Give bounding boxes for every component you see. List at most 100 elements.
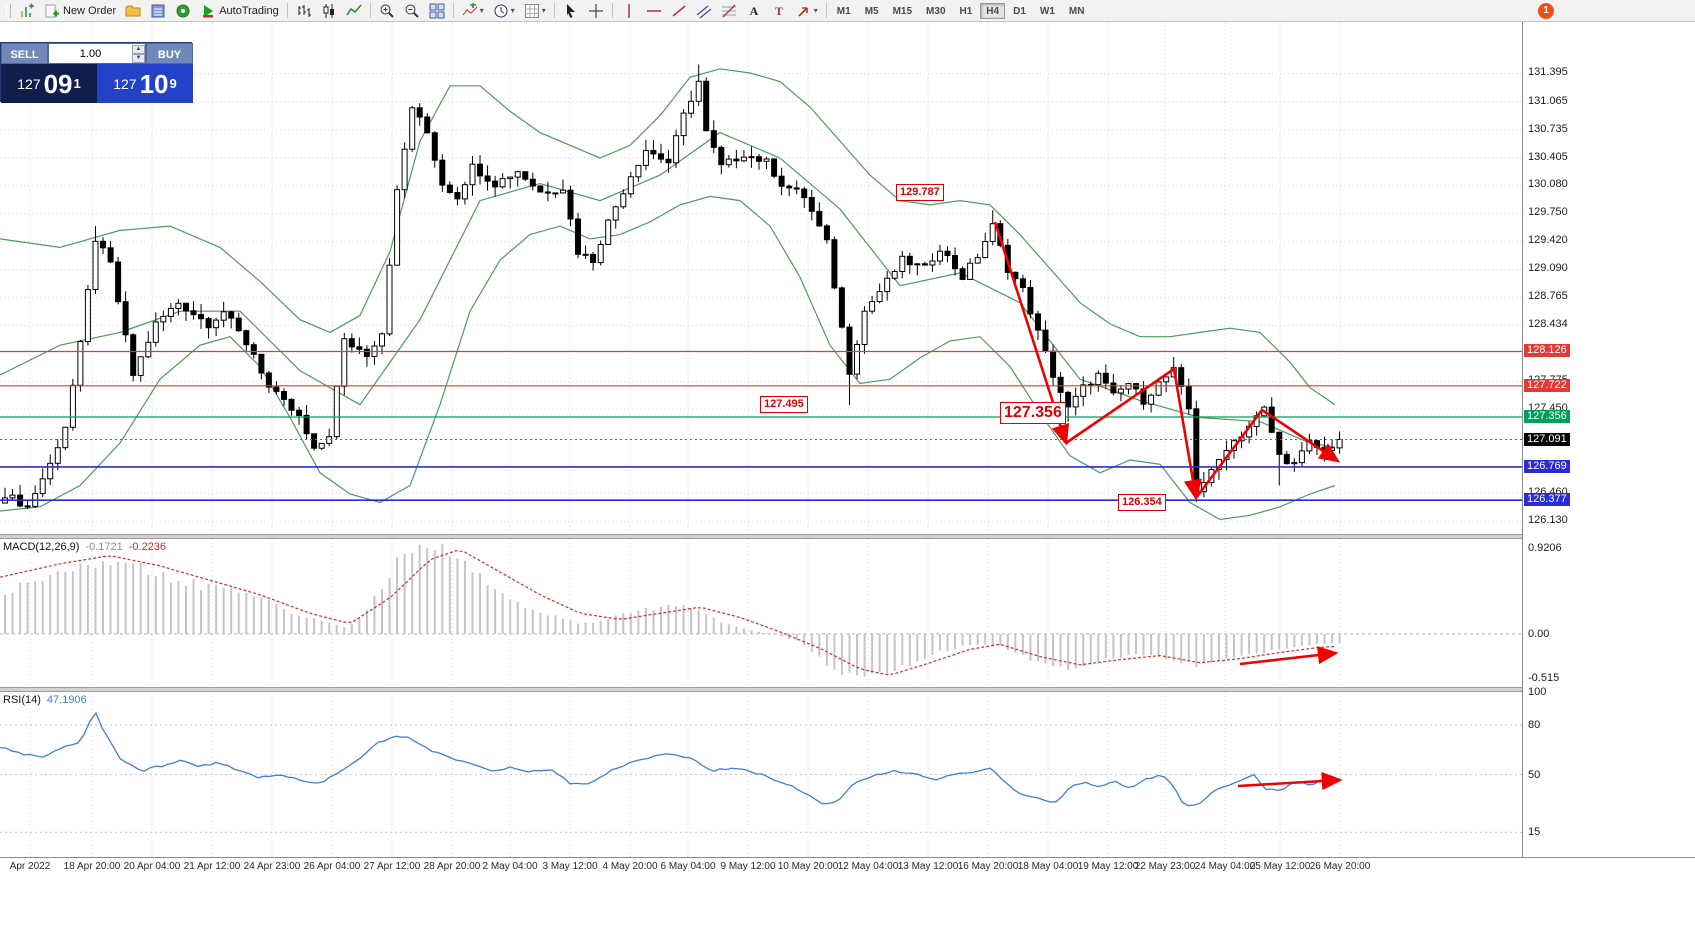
time-axis-label: 4 May 20:00 <box>602 861 658 872</box>
text-label-tool[interactable]: T <box>767 2 791 20</box>
trendline-tool[interactable] <box>667 2 691 20</box>
line-chart-button[interactable] <box>342 2 366 20</box>
macd-indicator-panel[interactable] <box>0 539 1522 687</box>
volume-box: ▲ ▼ <box>48 43 146 64</box>
time-axis-label: 24 May 04:00 <box>1194 861 1256 872</box>
indicators-dropdown-caret[interactable]: ▾ <box>479 6 484 15</box>
price-axis-badge: 127.356 <box>1524 410 1570 423</box>
indicators-icon <box>462 2 478 15</box>
zoom-out-icon <box>405 4 419 18</box>
channel-tool[interactable] <box>692 2 716 20</box>
sell-price-whole: 127 <box>17 75 41 92</box>
time-axis[interactable] <box>0 857 1695 879</box>
timeframe-tab-D1[interactable]: D1 <box>1007 3 1032 19</box>
time-axis-label: 22 May 23:00 <box>1134 861 1196 872</box>
sell-quote[interactable]: 127 09 1 <box>1 64 97 103</box>
timeframe-tab-H4[interactable]: H4 <box>980 2 1006 19</box>
price-axis-badge: 126.377 <box>1524 493 1570 506</box>
horizontal-line-tool[interactable] <box>642 2 666 20</box>
price-axis-label: 126.130 <box>1528 514 1568 526</box>
templates-button[interactable]: ▾ <box>520 2 550 20</box>
zoom-out-button[interactable] <box>400 2 424 20</box>
buy-price-whole: 127 <box>113 75 137 92</box>
volume-stepper: ▲ ▼ <box>132 44 145 63</box>
macd-value-signal: -0.2236 <box>128 541 167 553</box>
buy-button[interactable]: BUY <box>146 43 193 64</box>
main-price-chart[interactable] <box>0 22 1522 534</box>
price-axis-label: 129.090 <box>1528 262 1568 274</box>
experts-button[interactable] <box>171 2 195 20</box>
arrows-tool[interactable]: ▾ <box>792 2 822 20</box>
rsi-header: RSI(14) 47.1906 <box>3 694 87 706</box>
autotrading-button[interactable]: AutoTrading <box>196 2 283 20</box>
fibonacci-tool[interactable] <box>717 2 741 20</box>
cursor-tool-button[interactable] <box>559 2 583 20</box>
price-axis-label: 130.405 <box>1528 151 1568 163</box>
price-axis-label: 0.9206 <box>1528 542 1562 554</box>
price-axis-divider <box>1522 22 1523 879</box>
new-order-label: New Order <box>63 4 117 17</box>
timeframe-tab-H1[interactable]: H1 <box>954 3 979 19</box>
new-chart-icon <box>21 3 34 17</box>
notification-badge[interactable]: 1 <box>1538 3 1554 19</box>
volume-input[interactable] <box>49 46 132 61</box>
new-order-button[interactable]: New Order <box>40 2 120 20</box>
toolbar-separator <box>825 3 827 18</box>
rsi-value: 47.1906 <box>46 694 87 706</box>
time-axis-label: 12 May 04:00 <box>837 861 899 872</box>
cursor-icon <box>566 3 575 18</box>
new-chart-button[interactable] <box>15 2 39 20</box>
timeframe-tab-M15[interactable]: M15 <box>887 3 918 19</box>
data-window-icon <box>151 4 165 17</box>
panel-splitter[interactable] <box>0 687 1695 692</box>
text-tool[interactable]: A <box>742 2 766 20</box>
tile-windows-button[interactable] <box>425 2 449 20</box>
macd-header: MACD(12,26,9) -0.1721 -0.2236 <box>3 541 166 553</box>
indicators-button[interactable]: ▾ <box>458 2 488 20</box>
time-axis-label: 16 May 20:00 <box>957 861 1019 872</box>
vertical-line-tool[interactable] <box>617 2 641 20</box>
svg-text:A: A <box>749 4 758 18</box>
price-axis-badge: 127.722 <box>1524 379 1570 392</box>
periods-dropdown-caret[interactable]: ▾ <box>510 6 515 15</box>
crosshair-tool-button[interactable] <box>584 2 608 20</box>
profiles-button[interactable] <box>121 2 145 20</box>
sell-price-pips: 09 <box>43 68 73 99</box>
timeframe-tab-M30[interactable]: M30 <box>920 3 951 19</box>
toolbar-grip[interactable] <box>6 3 11 18</box>
toolbar: New Order AutoTrading <box>0 0 1695 22</box>
buy-price-point: 9 <box>169 76 177 91</box>
sell-button[interactable]: SELL <box>1 43 48 64</box>
price-axis-label: 128.765 <box>1528 290 1568 302</box>
volume-down-button[interactable]: ▼ <box>132 53 145 63</box>
timeframe-tab-W1[interactable]: W1 <box>1034 3 1061 19</box>
price-axis-label: -0.515 <box>1528 672 1560 684</box>
price-axis-label: 15 <box>1528 826 1541 838</box>
rsi-indicator-panel[interactable] <box>0 692 1522 857</box>
templates-dropdown-caret[interactable]: ▾ <box>541 6 546 15</box>
volume-up-button[interactable]: ▲ <box>132 44 145 54</box>
buy-quote[interactable]: 127 10 9 <box>97 64 193 103</box>
panel-splitter[interactable] <box>0 534 1695 539</box>
price-callout: 129.787 <box>896 184 944 201</box>
time-axis-label: 21 Apr 12:00 <box>183 861 241 872</box>
timeframe-tab-MN[interactable]: MN <box>1063 3 1091 19</box>
candlestick-chart-button[interactable] <box>317 2 341 20</box>
zoom-in-button[interactable] <box>375 2 399 20</box>
rsi-name: RSI(14) <box>3 694 41 706</box>
time-axis-label: 18 Apr 20:00 <box>63 861 121 872</box>
clock-icon <box>494 4 508 17</box>
timeframe-tab-M5[interactable]: M5 <box>859 3 885 19</box>
price-axis-label: 80 <box>1528 719 1541 731</box>
autotrading-label: AutoTrading <box>219 4 279 17</box>
data-window-button[interactable] <box>146 2 170 20</box>
toolbar-separator <box>369 3 371 18</box>
timeframe-tab-M1[interactable]: M1 <box>831 3 857 19</box>
tile-windows-icon <box>429 3 445 18</box>
bar-chart-button[interactable] <box>292 2 316 20</box>
arrows-dropdown-caret[interactable]: ▾ <box>813 6 818 15</box>
bar-chart-icon <box>298 4 311 17</box>
periods-button[interactable]: ▾ <box>489 2 519 20</box>
horizontal-line-icon <box>646 9 661 12</box>
